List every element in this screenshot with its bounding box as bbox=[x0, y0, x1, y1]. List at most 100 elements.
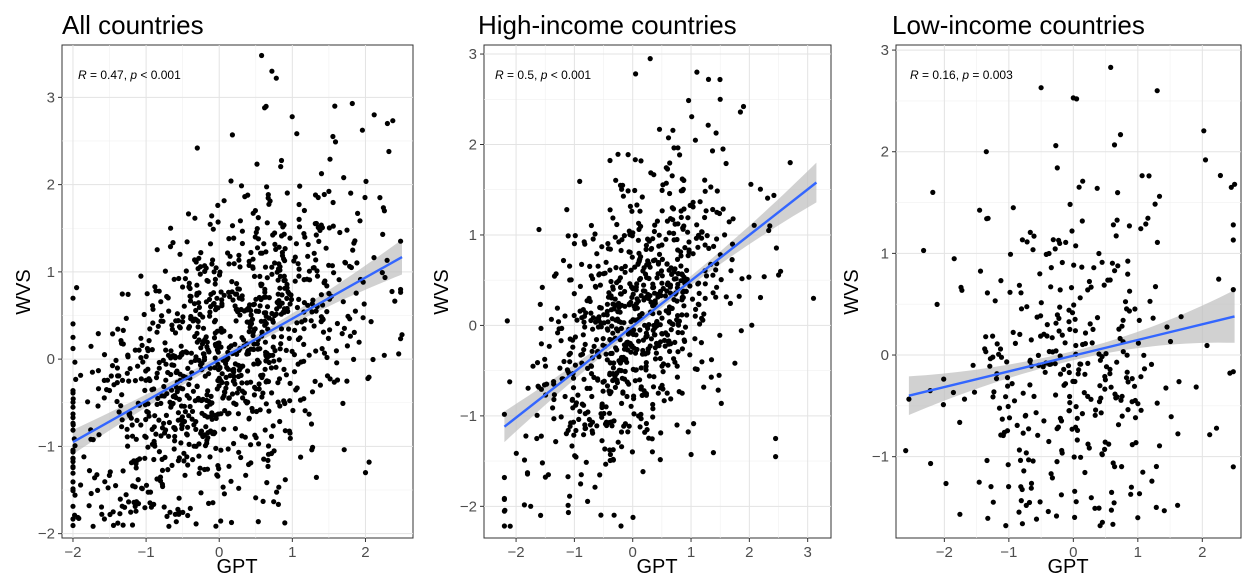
data-point bbox=[1038, 85, 1044, 91]
data-point bbox=[1112, 268, 1118, 274]
data-point bbox=[577, 178, 583, 184]
data-point bbox=[185, 512, 191, 519]
data-point bbox=[659, 280, 665, 286]
data-point bbox=[1050, 237, 1056, 243]
data-point bbox=[310, 297, 316, 303]
data-point bbox=[320, 317, 326, 323]
data-point bbox=[272, 260, 278, 266]
data-point bbox=[1128, 484, 1134, 490]
data-point bbox=[567, 263, 573, 269]
data-point bbox=[653, 350, 660, 356]
data-point bbox=[236, 385, 242, 392]
data-point bbox=[347, 263, 353, 269]
data-point bbox=[718, 400, 724, 406]
data-point bbox=[521, 502, 528, 508]
data-point bbox=[627, 232, 633, 238]
data-point bbox=[665, 135, 672, 141]
data-point bbox=[1073, 404, 1079, 410]
data-point bbox=[667, 160, 673, 166]
data-point bbox=[681, 303, 687, 309]
correlation-annotation: R = 0.47, p < 0.001 bbox=[78, 68, 181, 82]
data-point bbox=[265, 463, 271, 469]
data-point bbox=[675, 271, 682, 277]
plot-frame bbox=[895, 44, 1242, 539]
data-point bbox=[675, 145, 681, 151]
plot-frame bbox=[483, 44, 832, 539]
data-point bbox=[1120, 349, 1126, 355]
data-point bbox=[1110, 521, 1116, 527]
data-point bbox=[1106, 441, 1112, 447]
data-point bbox=[982, 346, 988, 352]
data-point bbox=[740, 103, 747, 110]
data-point bbox=[634, 202, 640, 208]
data-point bbox=[1044, 333, 1050, 339]
data-point bbox=[787, 160, 793, 166]
data-point bbox=[85, 399, 91, 405]
data-point bbox=[671, 269, 677, 275]
data-point bbox=[1094, 185, 1100, 191]
data-point bbox=[1168, 414, 1174, 420]
data-point bbox=[600, 336, 606, 342]
data-point bbox=[545, 472, 552, 478]
data-point bbox=[705, 76, 712, 82]
data-point bbox=[569, 443, 575, 449]
data-point bbox=[278, 164, 284, 170]
data-point bbox=[99, 511, 105, 517]
data-point bbox=[119, 377, 126, 383]
data-point bbox=[125, 443, 131, 449]
data-point bbox=[269, 271, 275, 277]
data-point bbox=[245, 348, 251, 354]
data-point bbox=[115, 326, 121, 332]
data-point bbox=[133, 499, 140, 505]
data-point bbox=[535, 383, 541, 389]
data-point bbox=[612, 296, 618, 302]
data-point bbox=[646, 435, 652, 441]
data-point bbox=[601, 378, 607, 384]
data-point bbox=[617, 182, 624, 188]
data-point bbox=[180, 314, 186, 320]
data-point bbox=[1079, 411, 1085, 417]
data-point bbox=[207, 221, 213, 227]
data-point bbox=[619, 186, 625, 192]
data-point bbox=[1132, 415, 1139, 421]
data-point bbox=[761, 274, 767, 280]
data-point bbox=[348, 190, 354, 196]
data-point bbox=[1004, 359, 1010, 365]
data-point bbox=[616, 367, 622, 373]
data-point bbox=[1102, 386, 1108, 392]
data-point bbox=[160, 357, 166, 363]
x-tick-label: −2 bbox=[508, 544, 525, 561]
data-point bbox=[690, 199, 696, 205]
data-point bbox=[739, 276, 745, 282]
data-point bbox=[246, 262, 252, 268]
data-point bbox=[664, 261, 670, 267]
data-point bbox=[615, 151, 621, 157]
data-point bbox=[653, 340, 660, 346]
data-point bbox=[297, 183, 303, 189]
data-point bbox=[286, 335, 292, 341]
data-point bbox=[1097, 357, 1103, 363]
data-point bbox=[314, 273, 321, 279]
data-point bbox=[628, 267, 634, 273]
data-point bbox=[176, 495, 182, 501]
regression-line bbox=[72, 255, 403, 444]
data-point bbox=[997, 346, 1004, 352]
x-tick-label: 2 bbox=[745, 544, 753, 561]
data-point bbox=[333, 348, 339, 354]
data-point bbox=[644, 333, 650, 339]
data-point bbox=[1102, 446, 1108, 452]
data-point bbox=[384, 120, 390, 127]
data-point bbox=[259, 52, 265, 59]
data-point bbox=[1147, 298, 1153, 304]
data-point bbox=[669, 205, 675, 211]
data-point bbox=[1138, 226, 1144, 232]
data-point bbox=[565, 427, 571, 433]
data-point bbox=[686, 247, 692, 253]
data-point bbox=[88, 490, 94, 497]
data-point bbox=[690, 204, 696, 210]
data-point bbox=[636, 338, 642, 344]
data-point bbox=[148, 504, 154, 510]
data-point bbox=[277, 285, 283, 291]
data-point bbox=[1230, 369, 1236, 375]
data-point bbox=[142, 455, 148, 461]
